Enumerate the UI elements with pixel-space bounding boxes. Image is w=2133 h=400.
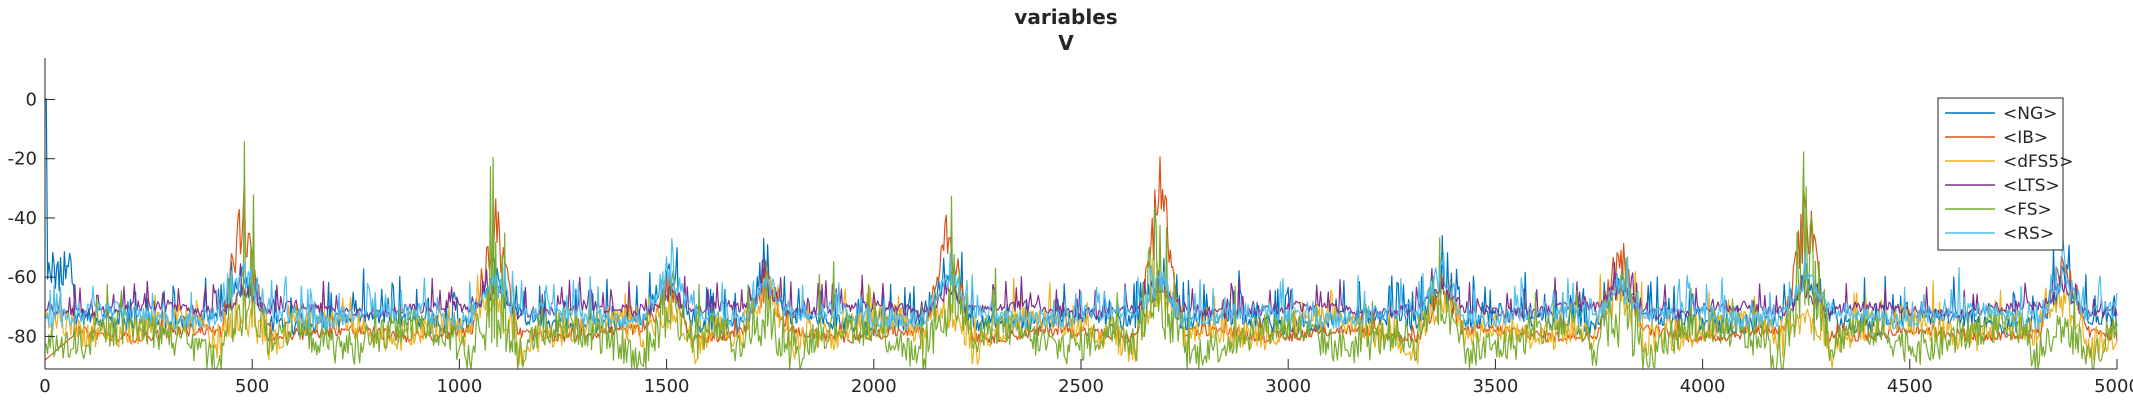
series-line-fs (44, 141, 2118, 370)
x-tick-label: 500 (235, 376, 269, 397)
y-tick-label: -20 (8, 149, 37, 170)
y-ticks: 0 -20 -40 -60 -80 (8, 89, 55, 347)
axes: 0 500 1000 1500 2000 2500 3000 3500 4000 4500 500 0… (8, 58, 2133, 397)
legend-label: <NG> (2003, 104, 2057, 124)
legend-label: <IB> (2003, 128, 2048, 148)
x-tick-label: 1000 (436, 376, 482, 397)
legend-label: <dFS5> (2003, 152, 2073, 172)
legend-label: <LTS> (2003, 176, 2060, 196)
x-tick-label: 1500 (644, 376, 690, 397)
x-tick-label: 4000 (1680, 376, 1726, 397)
x-tick-label: 2500 (1058, 376, 1104, 397)
series-line-rs (44, 233, 2118, 331)
legend-items: <NG> <IB> <dFS5> <LTS> <FS> <RS> (1945, 104, 2073, 244)
legend-label: <RS> (2003, 224, 2054, 244)
x-tick-label: 4500 (1887, 376, 1933, 397)
x-tick-label: 0 (39, 376, 50, 397)
legend: <NG> <IB> <dFS5> <LTS> <FS> <RS> (1937, 97, 2073, 251)
chart-subtitle: V (1058, 31, 1074, 55)
x-tick-label: 3500 (1472, 376, 1518, 397)
y-tick-label: 0 (26, 89, 37, 110)
x-tick-label: 3000 (1265, 376, 1311, 397)
x-tick-label: 2000 (851, 376, 897, 397)
chart-title: variables (1014, 5, 1117, 29)
y-tick-label: -80 (8, 326, 37, 347)
series-layer (44, 97, 2118, 370)
y-tick-label: -40 (8, 208, 37, 229)
legend-label: <FS> (2003, 200, 2052, 220)
legend-box (1937, 97, 2064, 251)
y-tick-label: -60 (8, 267, 37, 288)
